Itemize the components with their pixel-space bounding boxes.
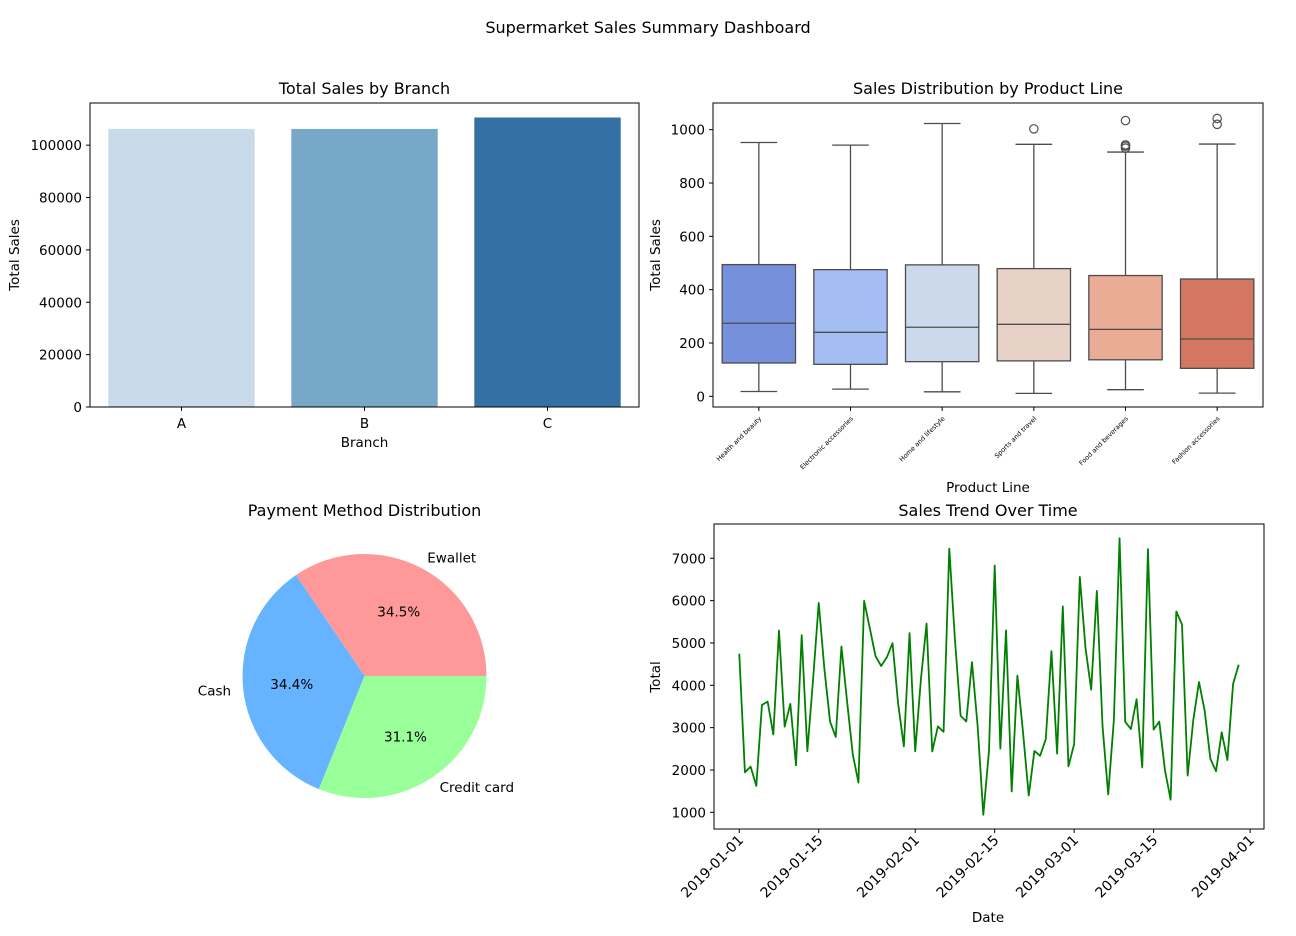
y-tick-label: 600 <box>679 229 705 245</box>
x-tick-label: 2019-04-01 <box>1189 833 1258 902</box>
dashboard-title: Supermarket Sales Summary Dashboard <box>485 18 810 37</box>
bar-chart-xlabel: Branch <box>341 435 389 451</box>
box-plot-frame <box>712 102 1264 408</box>
slice-percent-label: 31.1% <box>384 730 427 746</box>
box-fashion-accessories <box>1179 278 1255 369</box>
y-tick-label: 0 <box>73 400 82 416</box>
x-tick-label: Health and beauty <box>715 415 763 463</box>
box-plot-xlabel: Product Line <box>946 480 1030 496</box>
x-tick-label: Electronic accessories <box>798 414 855 471</box>
bar-A <box>108 128 255 407</box>
y-tick-label: 1000 <box>671 123 705 139</box>
slice-label: Cash <box>198 683 231 699</box>
line-chart-frame <box>713 523 1265 830</box>
slice-percent-label: 34.5% <box>377 604 420 620</box>
y-tick-label: 3000 <box>672 721 706 737</box>
bar-B <box>291 128 438 407</box>
sales-trend-line-chart: Sales Trend Over Time 1000 2000 3000 4000 50… <box>648 501 1265 926</box>
y-tick-label: 400 <box>679 283 705 299</box>
slice-ewallet <box>295 554 487 676</box>
x-tick-label: A <box>177 416 187 432</box>
outlier-point <box>1120 115 1131 126</box>
slice-credit-card <box>318 676 487 798</box>
bar-chart-ylabel: Total Sales <box>7 219 23 292</box>
box-food-and-beverages <box>1088 274 1163 361</box>
y-tick-label: 800 <box>679 176 705 192</box>
box-plot-ylabel: Total Sales <box>648 219 664 292</box>
y-tick-label: 60000 <box>39 243 82 259</box>
box-plot-title: Sales Distribution by Product Line <box>853 79 1123 98</box>
x-tick-label: Home and lifestyle <box>898 415 947 464</box>
x-tick-label: 2019-03-15 <box>1093 833 1162 902</box>
bar-chart-frame <box>89 102 640 408</box>
line-chart-xlabel: Date <box>972 910 1004 926</box>
x-tick-label: 2019-01-01 <box>678 833 747 902</box>
slice-cash <box>242 575 365 790</box>
x-tick-label: Sports and travel <box>993 415 1038 460</box>
x-tick-label: 2019-02-01 <box>854 833 923 902</box>
payment-method-pie-chart: Payment Method Distribution 34.5% Ewallet… <box>198 501 514 798</box>
outlier-point <box>1029 124 1039 134</box>
line-chart-title: Sales Trend Over Time <box>898 501 1077 520</box>
product-line-box-plot: Sales Distribution by Product Line Healt… <box>648 79 1264 496</box>
x-tick-label: 2019-02-15 <box>934 833 1003 902</box>
line-chart-ylabel: Total <box>648 661 664 694</box>
x-tick-label: 2019-03-01 <box>1013 833 1082 902</box>
x-tick-label: C <box>543 416 552 432</box>
box-sports-and-travel <box>996 267 1072 362</box>
x-tick-label: B <box>360 416 369 432</box>
slice-label: Ewallet <box>427 550 476 566</box>
y-tick-label: 100000 <box>30 138 82 154</box>
x-tick-label: 2019-01-15 <box>758 833 827 902</box>
y-tick-label: 20000 <box>39 348 82 364</box>
y-tick-label: 0 <box>696 389 705 405</box>
outlier-point <box>1212 113 1222 124</box>
bar-C <box>474 117 621 408</box>
branch-sales-bar-chart: Total Sales by Branch A B C 0 20000 40000 6000… <box>7 79 640 451</box>
pie-chart-title: Payment Method Distribution <box>248 501 482 520</box>
x-tick-label: Food and beverages <box>1078 414 1131 467</box>
y-tick-label: 80000 <box>39 191 82 207</box>
y-tick-label: 1000 <box>672 805 706 821</box>
box-health-and-beauty <box>721 263 797 364</box>
box-home-and-lifestyle <box>904 264 980 363</box>
x-tick-label: Fashion accessories <box>1170 414 1222 466</box>
outlier-point <box>1212 119 1222 130</box>
y-tick-label: 200 <box>679 336 705 352</box>
y-tick-label: 5000 <box>672 636 706 652</box>
y-tick-label: 7000 <box>672 551 706 567</box>
y-tick-label: 40000 <box>39 295 82 311</box>
bar-chart-title: Total Sales by Branch <box>278 79 450 98</box>
box-electronic-accessories <box>813 269 888 365</box>
slice-percent-label: 34.4% <box>270 677 313 693</box>
y-tick-label: 6000 <box>672 594 706 610</box>
y-tick-label: 2000 <box>672 763 706 779</box>
y-tick-label: 4000 <box>672 678 706 694</box>
outlier-point <box>1120 140 1131 150</box>
slice-label: Credit card <box>440 780 514 796</box>
sales-trend-series-line <box>738 537 1240 816</box>
